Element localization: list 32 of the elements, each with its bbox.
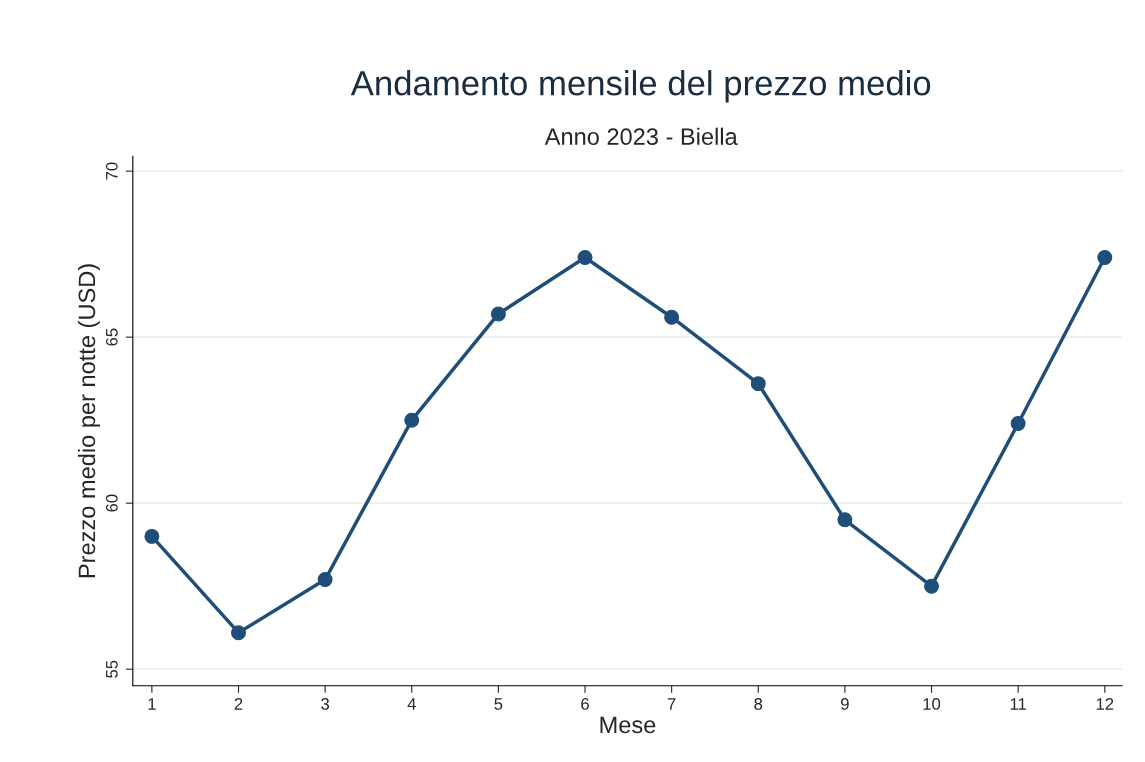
- point: [837, 512, 853, 528]
- x-tick-label: 9: [841, 698, 849, 710]
- x-tick-label: 4: [407, 698, 416, 710]
- x-tick-label: 1: [148, 698, 156, 710]
- x-tick-label: 11: [1010, 698, 1026, 710]
- point: [750, 376, 766, 392]
- y-tick-label: 60: [105, 494, 118, 512]
- y-tick-label: 70: [105, 162, 118, 180]
- x-tick-label: 3: [321, 698, 330, 710]
- point: [490, 306, 506, 322]
- point: [317, 572, 333, 588]
- point: [144, 528, 160, 544]
- x-tick-label: 2: [234, 698, 243, 710]
- x-axis-title: Mese: [600, 716, 656, 734]
- chart-subtitle: Anno 2023 - Biella: [544, 127, 738, 146]
- point: [404, 412, 420, 428]
- chart-title: Andamento mensile del prezzo medio: [350, 70, 931, 103]
- x-tick-label: 6: [581, 698, 589, 710]
- point: [924, 578, 939, 594]
- point: [1010, 416, 1026, 431]
- point: [664, 309, 680, 325]
- y-axis-title: Prezzo medio per notte (USD): [77, 264, 100, 578]
- x-tick-label: 7: [667, 698, 676, 710]
- point: [231, 625, 246, 641]
- y-tick-label: 65: [105, 328, 118, 346]
- x-tick-label: 8: [754, 698, 763, 710]
- x-tick-label: 5: [494, 698, 503, 710]
- point: [577, 250, 593, 265]
- x-tick-label: 10: [923, 698, 941, 710]
- y-tick-label: 55: [106, 660, 118, 678]
- x-tick-label: 12: [1096, 698, 1114, 710]
- point: [1097, 250, 1113, 265]
